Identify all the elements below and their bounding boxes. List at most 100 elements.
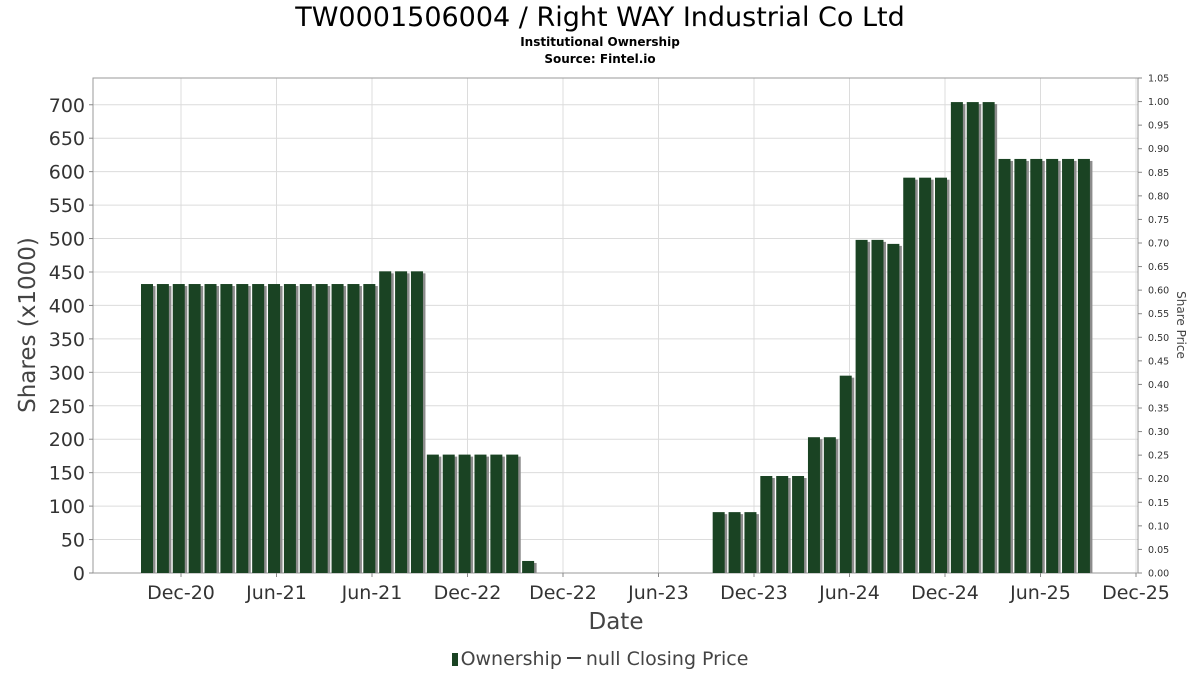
y-tick-label: 250 — [49, 396, 85, 418]
bar-ownership — [1030, 158, 1043, 573]
bar-ownership — [283, 284, 296, 573]
x-tick-label: Dec-23 — [720, 582, 788, 604]
bar-ownership — [903, 177, 916, 573]
y2-tick-label: 0.35 — [1148, 404, 1169, 415]
bar-ownership — [919, 177, 932, 573]
y2-tick-label: 0.05 — [1148, 545, 1169, 556]
legend: Ownership null Closing Price — [0, 646, 1200, 672]
bar-ownership — [839, 375, 852, 573]
bar-ownership — [141, 284, 153, 573]
y2-tick-label: 0.50 — [1148, 333, 1169, 344]
y-tick-label: 550 — [49, 195, 85, 217]
x-tick-label: Jun-23 — [627, 582, 689, 604]
bar-ownership — [887, 243, 900, 573]
y2-tick-label: 0.20 — [1148, 474, 1169, 485]
y2-tick-label: 1.00 — [1148, 97, 1169, 108]
bar-ownership — [966, 102, 979, 573]
y-tick-label: 400 — [49, 295, 85, 317]
bar-ownership — [315, 284, 328, 573]
chart-title: TW0001506004 / Right WAY Industrial Co L… — [295, 2, 905, 33]
y-axis-right: 0.00 0.05 0.10 0.15 0.20 0.25 0.30 0.35 0.40 0.45… — [1138, 74, 1169, 580]
x-tick-label: Jun-24 — [818, 582, 880, 604]
bar-ownership — [1014, 158, 1027, 573]
y2-tick-label: 0.90 — [1148, 144, 1169, 155]
y-tick-label: 500 — [49, 229, 85, 251]
bar-ownership — [712, 512, 725, 573]
bar-ownership — [220, 284, 233, 573]
x-tick-label: Dec-22 — [434, 582, 502, 604]
y2-tick-label: 0.45 — [1148, 356, 1169, 367]
y2-tick-label: 0.65 — [1148, 262, 1169, 273]
y-tick-label: 600 — [49, 162, 85, 184]
x-axis-label: Date — [589, 609, 644, 635]
y2-tick-label: 0.15 — [1148, 498, 1169, 509]
bar-series-ownership — [141, 102, 1093, 574]
y-tick-label: 200 — [49, 429, 85, 451]
legend-price-label: null Closing Price — [585, 648, 749, 670]
bar-ownership — [363, 284, 376, 573]
bar-ownership — [744, 512, 757, 573]
bar-ownership — [331, 284, 344, 573]
y-axis-label: Shares (x1000) — [15, 237, 41, 413]
y-tick-label: 450 — [49, 262, 85, 284]
bar-ownership — [998, 158, 1011, 573]
bar-ownership — [490, 454, 503, 573]
bar-ownership — [347, 284, 360, 573]
x-tick-label: Dec-22 — [529, 582, 597, 604]
x-tick-label: Dec-25 — [1102, 582, 1170, 604]
bar-ownership — [950, 102, 963, 573]
y-axis-left: 0 50 100 150 200 250 300 350 400 450 500 550 600 650 7… — [49, 95, 93, 585]
bar-ownership — [188, 284, 201, 573]
bar-ownership — [156, 284, 169, 573]
x-tick-label: Dec-24 — [911, 582, 979, 604]
y-tick-label: 0 — [73, 563, 85, 585]
bar-ownership — [792, 476, 805, 573]
bar-ownership — [268, 284, 281, 573]
y2-tick-label: 1.05 — [1148, 74, 1169, 85]
y2-tick-label: 0.80 — [1148, 191, 1169, 202]
bar-ownership — [807, 437, 820, 573]
bar-ownership — [474, 454, 487, 573]
legend-ownership-label: Ownership — [460, 648, 562, 670]
bar-ownership — [426, 454, 439, 573]
y-tick-label: 300 — [49, 362, 85, 384]
y2-tick-label: 0.00 — [1148, 569, 1169, 580]
bar-ownership — [204, 284, 217, 573]
y-tick-label: 350 — [49, 329, 85, 351]
y2-tick-label: 0.95 — [1148, 121, 1169, 132]
bar-ownership — [776, 476, 789, 573]
bar-ownership — [410, 271, 423, 573]
bar-ownership — [442, 454, 455, 573]
chart-subtitle: Institutional Ownership — [520, 35, 680, 49]
bar-ownership — [871, 239, 884, 574]
y2-tick-label: 0.70 — [1148, 239, 1169, 250]
y2-tick-label: 0.25 — [1148, 451, 1169, 462]
bar-ownership — [172, 284, 185, 573]
bar-ownership — [760, 476, 773, 573]
y2-tick-label: 0.30 — [1148, 427, 1169, 438]
bar-ownership — [506, 454, 519, 573]
legend-price-swatch — [566, 657, 581, 659]
x-tick-label: Jun-21 — [341, 582, 403, 604]
y2-axis-label: Share Price — [1174, 291, 1188, 359]
bar-ownership — [1077, 158, 1090, 573]
bar-ownership — [935, 177, 947, 573]
plot-area-border — [92, 77, 1139, 574]
chart-source: Source: Fintel.io — [544, 52, 656, 66]
bar-ownership — [823, 437, 836, 573]
y-tick-label: 650 — [49, 128, 85, 150]
y2-tick-label: 0.55 — [1148, 309, 1169, 320]
bar-ownership — [379, 271, 392, 573]
y2-tick-label: 0.85 — [1148, 168, 1169, 179]
y2-tick-label: 0.10 — [1148, 521, 1169, 532]
y-tick-label: 150 — [49, 463, 85, 485]
y-tick-label: 100 — [49, 496, 85, 518]
bar-ownership — [252, 284, 265, 573]
bar-ownership — [1046, 158, 1059, 573]
bar-ownership — [982, 102, 995, 573]
bar-ownership — [236, 284, 249, 573]
bar-ownership — [522, 560, 535, 573]
x-tick-label: Jun-21 — [245, 582, 307, 604]
bar-ownership — [458, 454, 471, 573]
y-tick-label: 700 — [49, 95, 85, 117]
